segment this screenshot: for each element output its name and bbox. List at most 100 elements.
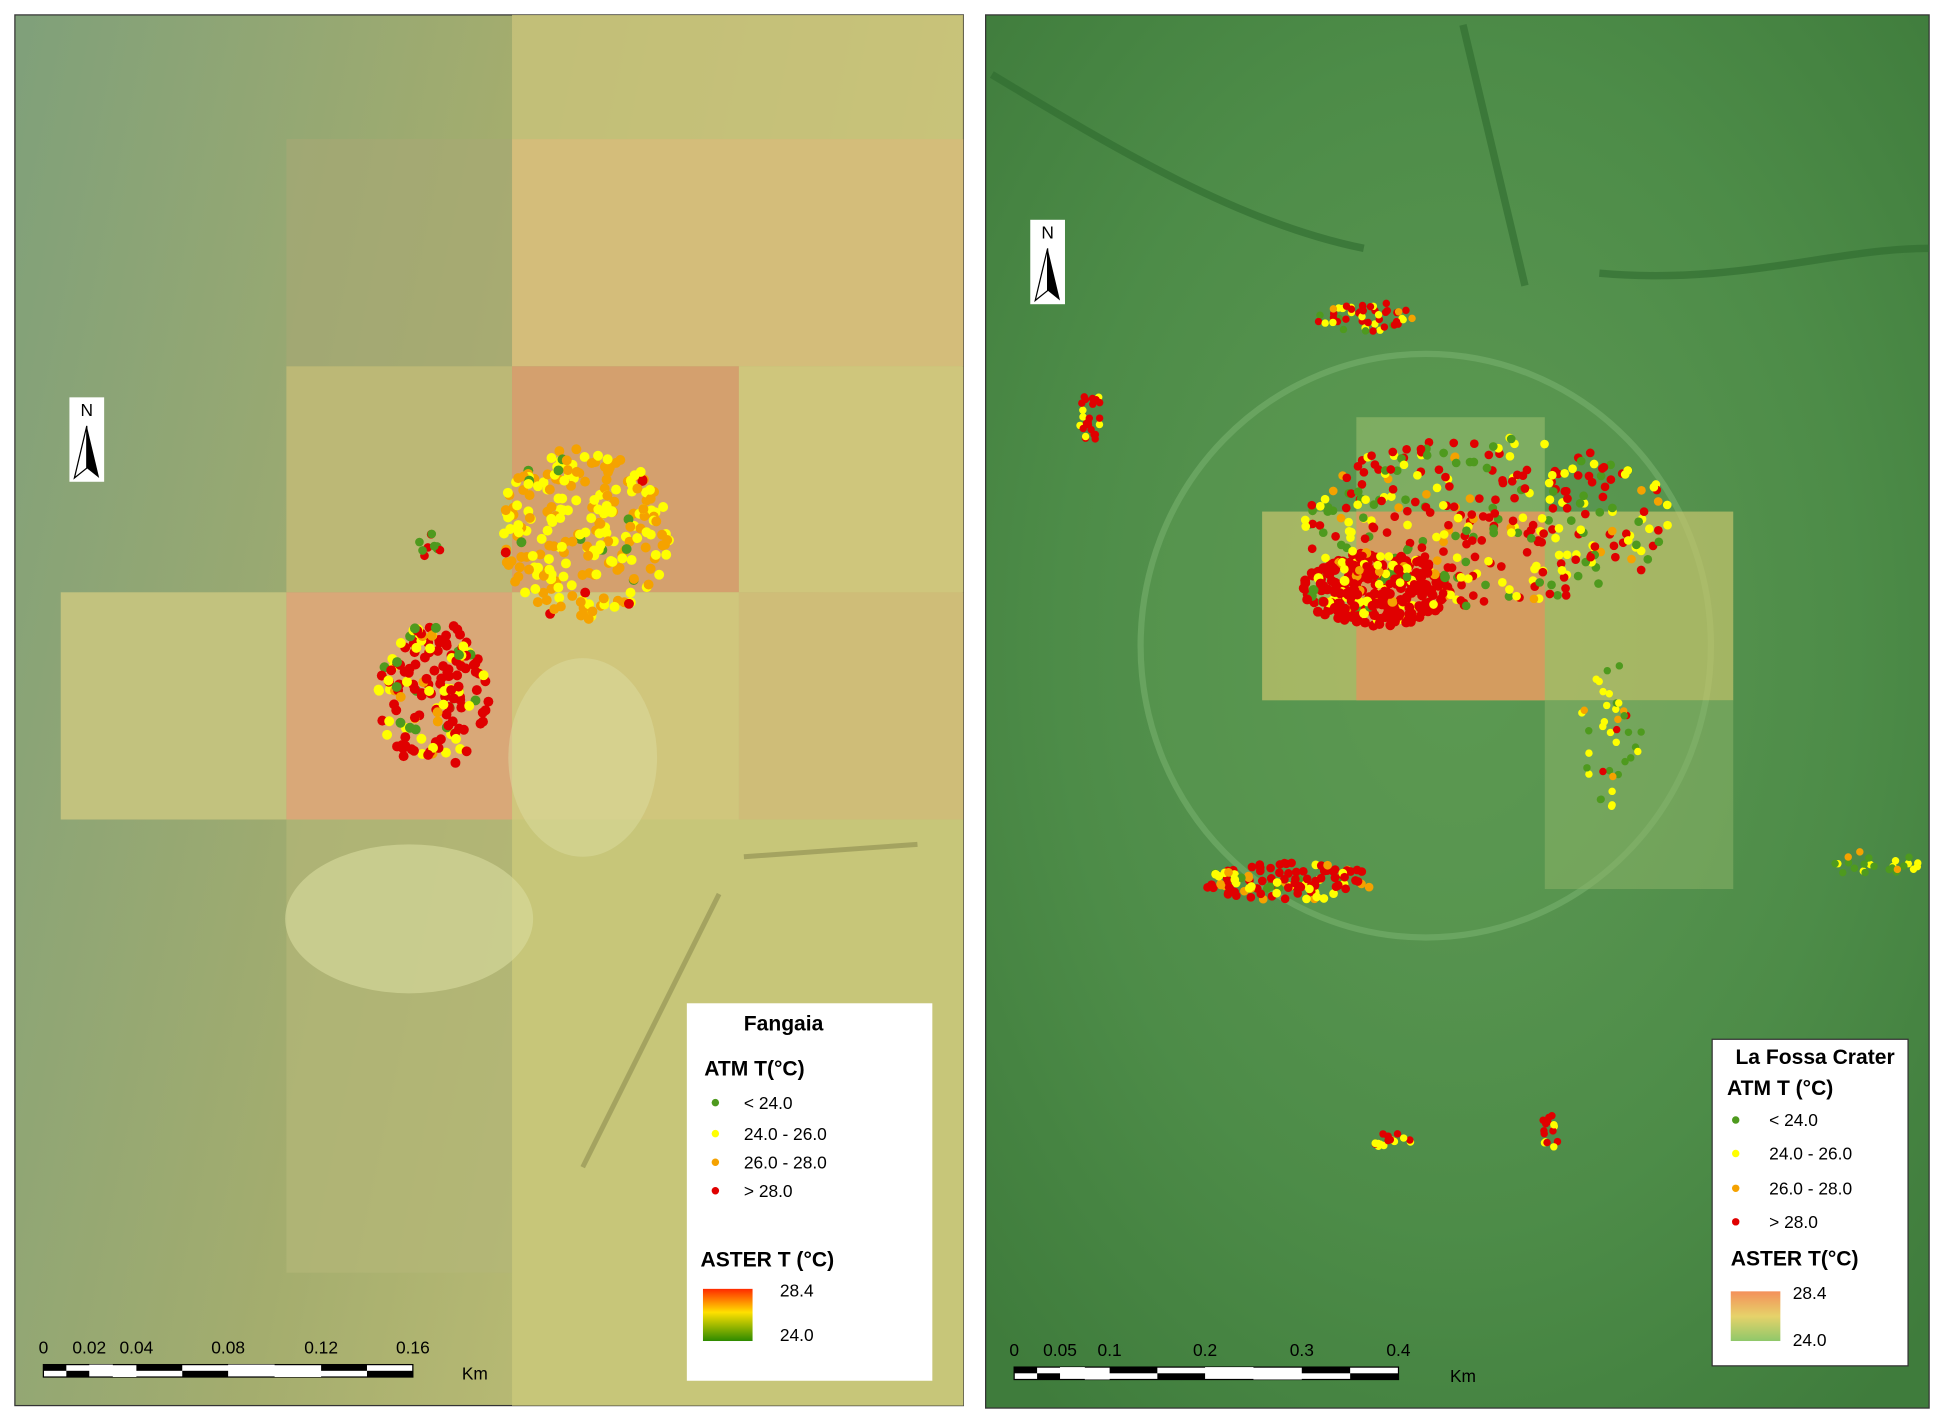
atm-dot — [1364, 882, 1374, 892]
atm-dot — [513, 527, 524, 538]
atm-dot — [1417, 543, 1427, 552]
atm-dot — [1382, 299, 1391, 308]
atm-dot — [447, 716, 458, 727]
atm-dot — [1461, 557, 1471, 567]
atm-dot — [1526, 533, 1536, 543]
atm-dot — [643, 579, 654, 590]
atm-dot — [456, 702, 467, 713]
scale-seg — [1205, 1367, 1254, 1374]
atm-dot — [1624, 728, 1633, 737]
atm-dot — [1870, 862, 1878, 871]
atm-dot — [395, 691, 406, 702]
atm-dot — [1595, 507, 1605, 517]
atm-dot — [563, 505, 573, 516]
atm-dot — [661, 549, 672, 560]
atm-dot — [1341, 588, 1352, 599]
atm-dot — [1576, 456, 1586, 466]
atm-dot — [524, 490, 535, 501]
atm-dot — [1467, 510, 1477, 519]
atm-dot — [1369, 610, 1380, 621]
atm-dot — [567, 590, 578, 601]
atm-dot — [1275, 868, 1284, 878]
atm-dot — [1549, 1127, 1557, 1135]
atm-dot — [637, 475, 648, 486]
atm-dot — [461, 746, 472, 757]
atm-dot — [546, 502, 557, 512]
atm-dot — [1320, 494, 1330, 504]
atm-dot — [1544, 478, 1554, 488]
atm-dot — [1645, 524, 1654, 534]
atm-dot — [1287, 858, 1296, 868]
atm-dot — [1508, 516, 1518, 526]
atm-dot — [1585, 727, 1593, 735]
atm-dot — [441, 630, 452, 641]
atm-dot — [591, 569, 602, 580]
atm-dot — [1446, 590, 1455, 600]
scale-seg — [1109, 1367, 1158, 1374]
atm-dot — [1307, 544, 1317, 554]
atm-dot — [1410, 497, 1420, 507]
atm-dot — [1438, 501, 1448, 510]
atm-dot — [1384, 588, 1395, 599]
atm-dot — [1589, 459, 1599, 469]
atm-dot — [1395, 578, 1405, 587]
atm-dot — [1439, 537, 1448, 547]
atm-dot — [1429, 600, 1438, 609]
atm-dot — [625, 587, 636, 598]
atm-dot — [542, 525, 553, 536]
atm-dot — [1484, 450, 1494, 460]
atm-dot — [1393, 1130, 1402, 1138]
atm-dot — [1891, 857, 1900, 865]
atm-dot — [416, 690, 427, 701]
atm-dot — [1211, 869, 1220, 879]
atm-dot — [1510, 493, 1519, 503]
atm-dot — [1339, 325, 1348, 334]
atm-dot — [1537, 513, 1547, 523]
legend-swatch — [711, 1187, 720, 1195]
atm-dot — [1609, 541, 1619, 551]
atm-dot — [1612, 725, 1621, 734]
atm-dot — [1300, 515, 1310, 525]
atm-dot — [1540, 1127, 1548, 1135]
scale-label: 0.1 — [1098, 1340, 1122, 1360]
atm-dot — [516, 552, 527, 562]
atm-dot — [1576, 525, 1586, 535]
atm-dot — [1216, 879, 1225, 889]
atm-dot — [625, 521, 636, 532]
atm-dot — [555, 513, 566, 524]
atm-dot — [632, 533, 643, 544]
atm-dot — [1359, 608, 1369, 619]
right-map — [985, 14, 1930, 1409]
atm-dot — [1608, 503, 1617, 513]
scale-seg — [274, 1370, 322, 1378]
atm-dot — [1421, 580, 1432, 591]
atm-dot — [1636, 546, 1646, 556]
atm-dot — [1831, 859, 1839, 868]
atm-dot — [546, 513, 557, 524]
atm-dot — [1405, 538, 1415, 548]
colorbar — [1730, 1291, 1781, 1342]
atm-dot — [1623, 536, 1633, 545]
atm-dot — [1662, 500, 1672, 510]
atm-dot — [1632, 540, 1641, 550]
atm-dot — [1563, 494, 1572, 503]
scale-label: 0.05 — [1043, 1340, 1077, 1360]
atm-dot — [1556, 559, 1566, 569]
atm-dot — [556, 541, 567, 552]
atm-dot — [502, 487, 513, 498]
atm-dot — [1090, 431, 1098, 439]
atm-dot — [1337, 557, 1347, 567]
atm-dot — [1377, 591, 1388, 602]
atm-dot — [604, 462, 615, 473]
atm-dot — [658, 502, 669, 512]
atm-dot — [1393, 564, 1404, 575]
atm-dot — [1579, 491, 1588, 501]
atm-dot — [1491, 495, 1500, 505]
atm-dot — [1208, 883, 1218, 893]
atm-dot — [1381, 569, 1391, 579]
atm-dot — [1608, 801, 1616, 809]
atm-dot — [432, 707, 443, 718]
atm-dot — [1376, 1140, 1385, 1148]
atm-dot — [1554, 523, 1564, 533]
atm-dot — [1371, 320, 1379, 328]
